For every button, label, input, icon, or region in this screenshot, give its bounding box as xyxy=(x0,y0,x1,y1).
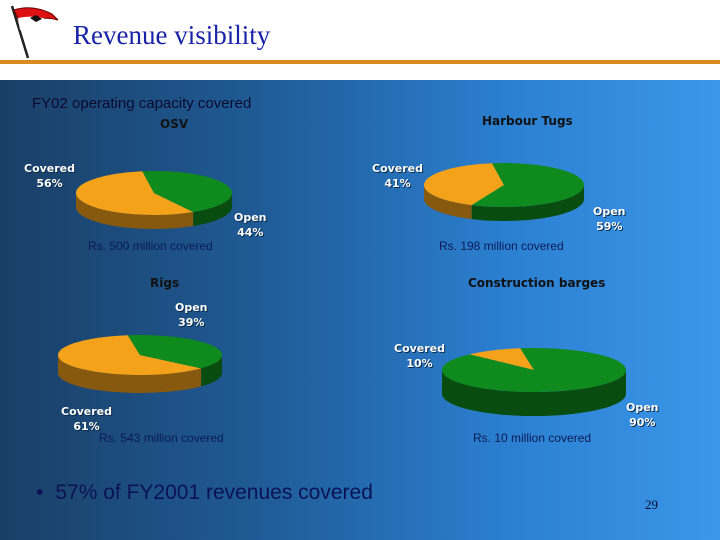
pie-slice-open xyxy=(471,163,584,207)
pie-slice-open xyxy=(142,171,233,213)
pie-side-open xyxy=(201,355,222,387)
osv-caption: Rs. 500 million covered xyxy=(88,239,213,253)
slide-title: Revenue visibility xyxy=(73,20,271,50)
pie-slice-covered xyxy=(76,171,194,215)
page-number: 29 xyxy=(645,497,658,512)
barges-open-label: Open 90% xyxy=(626,401,659,429)
tugs-covered-label: Covered 41% xyxy=(372,162,424,190)
pie-side-open xyxy=(193,193,232,227)
chart-title-rigs: Rigs xyxy=(150,276,180,290)
pie-slice-covered xyxy=(423,163,504,206)
pie-slice-covered xyxy=(58,335,202,375)
header-divider xyxy=(0,60,720,64)
summary-bullet-text: 57% of FY2001 revenues covered xyxy=(55,481,373,504)
pie-side-covered xyxy=(76,193,194,229)
pie-side-covered xyxy=(424,185,472,220)
pie-side-covered xyxy=(58,355,202,393)
chart-title-construction-barges: Construction barges xyxy=(468,276,606,290)
rigs-caption: Rs. 543 million covered xyxy=(99,431,224,445)
pie-slice-open xyxy=(442,348,626,392)
osv-open-label: Open 44% xyxy=(234,211,267,239)
pie-construction-barges xyxy=(442,348,626,416)
rigs-open-label: Open 39% xyxy=(175,301,208,329)
chart-title-harbour-tugs: Harbour Tugs xyxy=(482,114,573,128)
barges-caption: Rs. 10 million covered xyxy=(473,431,592,445)
tugs-caption: Rs. 198 million covered xyxy=(439,239,564,253)
pie-side-open xyxy=(471,185,584,221)
tugs-open-label: Open 59% xyxy=(593,205,626,233)
pie-osv xyxy=(76,171,233,229)
header-band xyxy=(0,0,720,80)
slide-subtitle: FY02 operating capacity covered xyxy=(32,95,252,112)
chart-title-osv: OSV xyxy=(160,117,189,131)
osv-covered-label: Covered 56% xyxy=(24,162,76,190)
pie-rigs xyxy=(58,335,222,393)
pie-slice-covered xyxy=(469,348,534,370)
company-flag-logo-icon xyxy=(10,5,59,59)
pie-side-open xyxy=(442,370,626,416)
pie-slice-open xyxy=(127,335,222,369)
rigs-covered-label: Covered 61% xyxy=(61,405,113,433)
barges-covered-label: Covered 10% xyxy=(394,342,446,370)
pie-harbour-tugs xyxy=(423,163,584,221)
summary-bullet: • 57% of FY2001 revenues covered xyxy=(36,481,373,504)
